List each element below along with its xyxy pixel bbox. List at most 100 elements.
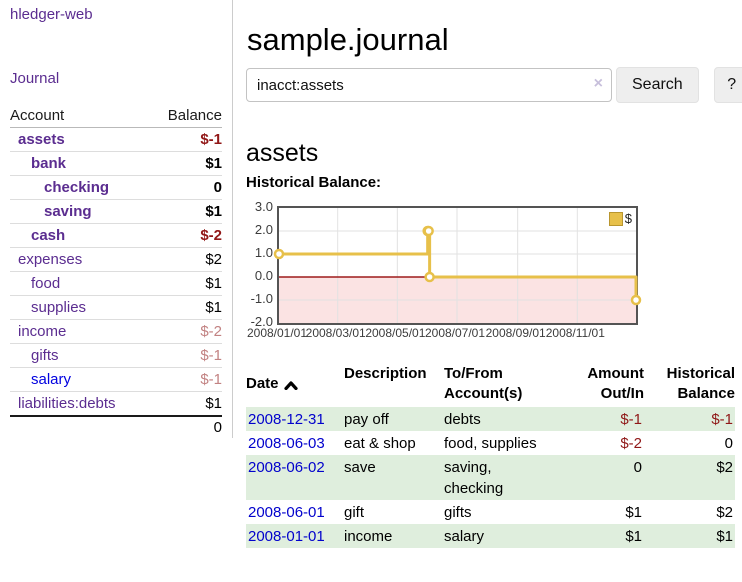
account-link[interactable]: salary (31, 371, 72, 388)
account-link[interactable]: assets (18, 131, 65, 148)
accounts-total-value: 0 (213, 419, 222, 436)
chart-plot-area: $ (273, 206, 642, 325)
y-axis-tick: -1.0 (250, 291, 273, 306)
account-heading: assets (246, 138, 319, 167)
x-axis-tick: 2008/09/01 (485, 326, 546, 340)
register-amount-cell: $-2 (620, 435, 642, 452)
register-date-cell: 2008-01-01 (246, 524, 344, 548)
account-row: bank $1 (10, 152, 222, 176)
accounts-header-balance: Balance (167, 107, 222, 124)
x-axis-tick: 2008/01/01 (246, 326, 308, 340)
account-balance: $1 (205, 299, 222, 316)
account-link[interactable]: expenses (18, 251, 83, 268)
register-header-description: Description (344, 365, 427, 382)
transaction-date-link[interactable]: 2008-01-01 (248, 528, 325, 545)
account-row: supplies $1 (10, 296, 222, 320)
y-axis-tick: 0.0 (254, 268, 273, 283)
historical-balance-chart: 3.0 2.0 1.0 0.0 -1.0 -2.0 $ 2008/01/01 2008/03… (246, 199, 686, 351)
register-accounts-cell: food, supplies (444, 435, 537, 452)
account-link[interactable]: cash (31, 227, 66, 244)
account-balance: $1 (205, 395, 222, 412)
register-description-cell: gift (344, 504, 365, 521)
transaction-date-link[interactable]: 2008-06-03 (248, 435, 325, 452)
transaction-date-link[interactable]: 2008-06-02 (248, 459, 325, 476)
register-header: Date Description To/From Account(s) Amou… (246, 364, 735, 407)
account-balance: $-1 (200, 371, 222, 388)
transaction-date-link[interactable]: 2008-12-31 (248, 411, 325, 428)
register-description-cell: eat & shop (344, 435, 416, 452)
account-link-wrap: assets (10, 131, 65, 148)
search-box: × (246, 68, 612, 102)
account-link[interactable]: liabilities:debts (18, 395, 116, 412)
transaction-date-link[interactable]: 2008-06-01 (248, 504, 325, 521)
account-balance: $1 (205, 155, 222, 172)
x-axis-tick: 2008/03/01 (305, 326, 366, 340)
register-row: 2008-01-01 income salary $1 $1 (246, 524, 735, 548)
account-balance: $1 (205, 275, 222, 292)
account-link-wrap: liabilities:debts (10, 395, 116, 412)
account-link-wrap: supplies (10, 299, 86, 316)
sidebar-item-journal[interactable]: Journal (10, 70, 60, 87)
register-balance-cell: $2 (716, 459, 733, 476)
account-link[interactable]: checking (44, 179, 110, 196)
account-row: saving $1 (10, 200, 222, 224)
accounts-header-account: Account (10, 107, 65, 124)
accounts-total-row: 0 (10, 415, 222, 438)
account-link-wrap: salary (10, 371, 71, 388)
legend-swatch (608, 211, 623, 226)
account-link[interactable]: gifts (31, 347, 59, 364)
account-link-wrap: bank (10, 155, 66, 172)
account-link[interactable]: income (18, 323, 67, 340)
account-link-wrap: gifts (10, 347, 59, 364)
account-link-wrap: income (10, 323, 66, 340)
register-accounts-cell: salary (444, 528, 485, 545)
register-description-cell: pay off (344, 411, 389, 428)
account-row: checking 0 (10, 176, 222, 200)
register-header-accounts: To/From Account(s) (444, 365, 523, 402)
register-header-balance: Historical Balance (666, 365, 735, 402)
register-date-cell: 2008-06-01 (246, 500, 344, 524)
account-balance: $-2 (200, 323, 222, 340)
register-description-cell: income (344, 528, 393, 545)
account-balance: 0 (213, 179, 222, 196)
account-link[interactable]: food (31, 275, 61, 292)
register-balance-cell: $2 (716, 504, 733, 521)
accounts-header: Account Balance (10, 104, 222, 128)
x-axis-tick: 2008/11/01 (545, 326, 605, 340)
chart-legend: $ (608, 211, 632, 226)
search-input[interactable] (246, 68, 612, 102)
account-link-wrap: checking (10, 179, 109, 196)
register-header-date[interactable]: Date (246, 364, 344, 404)
account-link-wrap: food (10, 275, 60, 292)
sidebar-divider (232, 0, 233, 438)
account-link-wrap: saving (10, 203, 92, 220)
search-help-button[interactable]: ? (713, 67, 742, 103)
account-link[interactable]: saving (44, 203, 92, 220)
sort-ascending-icon (283, 381, 298, 390)
search-form: × Search ? (246, 67, 742, 103)
y-axis-tick: -2.0 (250, 314, 273, 329)
y-axis-tick: 1.0 (254, 245, 273, 260)
register-date-cell: 2008-12-31 (246, 407, 344, 431)
account-row: expenses $2 (10, 248, 222, 272)
register-header-amount: Amount Out/In (587, 365, 644, 402)
register-row: 2008-06-01 gift gifts $1 $2 (246, 500, 735, 524)
account-row: liabilities:debts $1 (10, 392, 222, 415)
page-title: sample.journal (247, 21, 449, 57)
account-balance: $-1 (200, 131, 222, 148)
account-balance: $-1 (200, 347, 222, 364)
account-link[interactable]: supplies (31, 299, 87, 316)
register-accounts-cell: saving, checking (444, 459, 504, 497)
brand-link[interactable]: hledger-web (10, 6, 93, 23)
search-button[interactable]: Search (616, 67, 699, 103)
x-axis-tick: 2008/05/01 (365, 326, 426, 340)
account-link[interactable]: bank (31, 155, 67, 172)
account-row: assets $-1 (10, 128, 222, 152)
register-table: Date Description To/From Account(s) Amou… (246, 364, 735, 548)
accounts-sidebar: Account Balance assets $-1 bank $1 check… (10, 104, 222, 438)
account-row: salary $-1 (10, 368, 222, 392)
account-balance: $2 (205, 251, 222, 268)
clear-search-icon[interactable]: × (593, 75, 603, 92)
register-amount-cell: $1 (625, 504, 642, 521)
